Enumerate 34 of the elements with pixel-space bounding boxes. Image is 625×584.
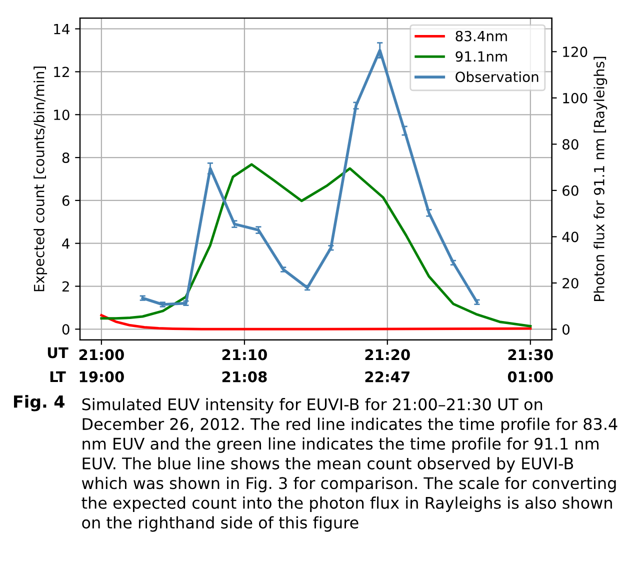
y2-tick-label: 40 [562, 232, 578, 242]
y2-axis-title: Photon flux for 91.1 nm [Rayleighs] [594, 56, 608, 301]
x-tick-label: 21:10 [222, 349, 267, 360]
y-tick-label: 10 [54, 110, 70, 120]
caption: Fig. 4 [14, 395, 64, 412]
y-axis-title: Expected count [counts/bin/min] [34, 66, 48, 292]
x-tick-label: 21:00 [79, 349, 124, 360]
y-tick-label: 4 [62, 238, 70, 249]
y2-tick-label: 100 [563, 92, 588, 104]
y-tick-label: 8 [62, 152, 70, 164]
legend-label: Observation [456, 71, 538, 82]
line-series [100, 314, 532, 330]
y-tick-label: 6 [62, 195, 70, 206]
x-tick-label: 21:30 [508, 349, 553, 360]
x-tick-label: 21:20 [365, 349, 410, 360]
line-series [100, 163, 532, 328]
y2-tick-label: 120 [563, 46, 588, 58]
y-tick-label: 14 [54, 24, 70, 34]
y2-tick-label: 0 [562, 324, 570, 335]
legend-label: 83.4nm [456, 30, 507, 42]
y-tick-label: 12 [54, 66, 69, 78]
y2-tick-label: 60 [562, 185, 578, 196]
text: UT [48, 347, 68, 358]
text: 01:00 [508, 371, 553, 382]
text: LT [50, 371, 66, 382]
text: Simulated EUV intensity for EUVI-B for 21:00–21:30 UT on December 26, 2012. The red line indicates the time profile for 83.4 nm EUV and the green line indicates the time profile for 91.1 nm EUV. The blue line shows the mean count observed by EUVI-B which was shown in Fig. 3 for comparison. The scale for converting the expected count into the photon flux in Rayleighs is also shown on the righthand side of this figure [82, 398, 618, 532]
text: 21:08 [222, 371, 267, 382]
text: 19:00 [80, 371, 124, 382]
text: 22:47 [365, 371, 410, 382]
y-tick-label: 0 [62, 324, 70, 335]
y2-tick-label: 80 [562, 139, 578, 150]
legend-label: 91.1nm [456, 51, 507, 62]
y2-tick-label: 20 [562, 278, 578, 288]
y-tick-label: 2 [62, 281, 69, 292]
